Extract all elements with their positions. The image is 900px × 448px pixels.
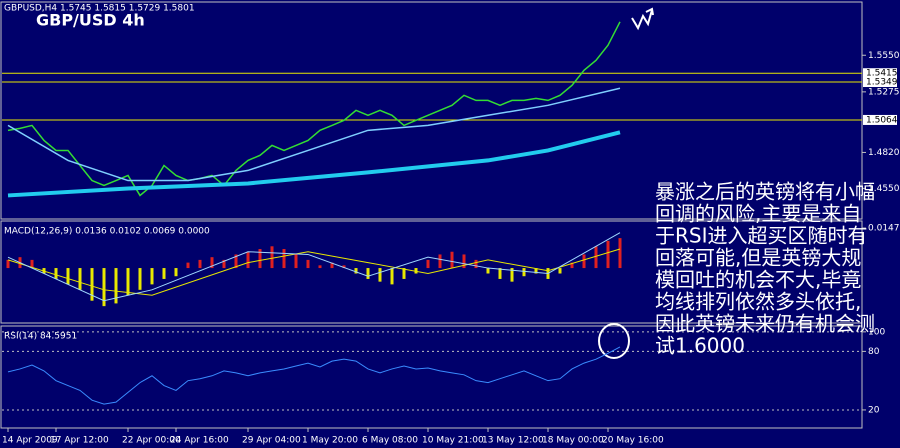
x-tick-label: 22 Apr 00:00 (122, 436, 181, 446)
histogram-bar (318, 265, 322, 269)
level-label: 1.5064 (866, 115, 898, 125)
x-tick-label: 10 May 21:00 (422, 436, 484, 446)
histogram-bar (138, 268, 142, 290)
histogram-bar (618, 238, 622, 269)
histogram-bar (438, 254, 442, 269)
histogram-bar (78, 268, 82, 290)
series-line (7, 21, 621, 197)
histogram-bar (126, 268, 130, 296)
chart-title: GBP/USD 4h (36, 11, 145, 30)
x-tick-label: 18 May 00:00 (542, 436, 604, 446)
histogram-bar (570, 262, 574, 269)
macd-panel (0, 220, 863, 324)
histogram-bar (66, 268, 70, 285)
annotation-line: 回调的风险,主要是来自 (655, 202, 861, 226)
annotation-line: 回落可能,但是英镑大规 (655, 246, 861, 270)
x-tick-label: 1 May 20:00 (302, 436, 358, 446)
histogram-bar (258, 249, 262, 269)
histogram-bar (162, 268, 166, 279)
series-line (7, 248, 621, 296)
histogram-bar (534, 268, 538, 274)
y-tick-label: 80 (868, 347, 880, 357)
histogram-bar (294, 254, 298, 269)
histogram-bar (54, 268, 58, 279)
y-tick-label: 1.4820 (868, 148, 900, 158)
rsi-panel (0, 325, 863, 429)
histogram-bar (198, 259, 202, 269)
annotation-line: 试1.6000 (655, 334, 745, 358)
histogram-bar (390, 268, 394, 285)
level-label-box (863, 114, 897, 125)
highlight-circle (598, 323, 630, 359)
x-tick-label: 6 May 08:00 (362, 436, 418, 446)
histogram-bar (582, 254, 586, 269)
symbol-header: GBPUSD,H4 1.5745 1.5815 1.5729 1.5801 (4, 4, 195, 14)
y-tick-label: 0.0147 (868, 224, 900, 234)
histogram-bar (102, 268, 106, 307)
histogram-bar (186, 262, 190, 269)
histogram-bar (414, 268, 418, 274)
annotation-line: 暴涨之后的英镑将有小幅 (655, 180, 875, 204)
histogram-bar (606, 240, 610, 269)
macd-title: MACD(12,26,9) 0.0136 0.0102 0.0069 0.000… (4, 227, 210, 237)
histogram-bar (474, 259, 478, 269)
histogram-bar (246, 251, 250, 269)
level-label-box (863, 77, 897, 88)
histogram-bar (342, 265, 346, 269)
y-tick-label: 100 (868, 327, 885, 337)
histogram-bar (270, 246, 274, 269)
y-tick-label: 1.4550 (868, 184, 900, 194)
histogram-bar (366, 268, 370, 279)
histogram-bar (30, 259, 34, 269)
x-tick-label: 29 Apr 04:00 (242, 436, 301, 446)
histogram-bar (450, 251, 454, 269)
histogram-bar (594, 246, 598, 269)
series-line (7, 232, 621, 302)
histogram-bar (282, 249, 286, 269)
histogram-bar (378, 268, 382, 282)
y-tick-label: 20 (868, 405, 880, 415)
histogram-bar (306, 259, 310, 269)
arrow (631, 7, 654, 31)
annotation-line: 于RSI进入超买区随时有 (655, 224, 868, 248)
x-tick-label: 13 May 12:00 (482, 436, 544, 446)
rsi-title: RSI(14) 84.5951 (4, 332, 77, 342)
histogram-bar (354, 268, 358, 274)
x-tick-label: 14 Apr 2009 (2, 436, 58, 446)
x-tick-label: 24 Apr 16:00 (170, 436, 229, 446)
annotation-line: 因此英镑未来仍有机会测 (655, 312, 875, 336)
histogram-bar (498, 268, 502, 279)
y-tick-label: 1.5275 (868, 87, 900, 97)
histogram-bar (558, 268, 562, 274)
level-label: 1.5349 (866, 78, 898, 88)
histogram-bar (426, 259, 430, 269)
x-tick-label: 20 May 16:00 (602, 436, 664, 446)
histogram-bar (234, 254, 238, 269)
histogram-bar (522, 268, 526, 277)
annotation-line: 均线排列依然多头依托, (655, 290, 861, 314)
histogram-bar (174, 268, 178, 277)
y-tick-label: 1.5550 (868, 51, 900, 61)
level-label: 1.5415 (866, 69, 898, 79)
level-label-box (863, 68, 897, 79)
histogram-bar (462, 254, 466, 269)
annotation-line: 模回吐的机会不大,毕竟 (655, 268, 861, 292)
histogram-bar (6, 259, 10, 269)
series-line (7, 87, 621, 182)
histogram-bar (486, 268, 490, 274)
histogram-bar (210, 257, 214, 269)
histogram-bar (90, 268, 94, 301)
series-line (7, 346, 621, 405)
price-panel (0, 1, 863, 220)
histogram-bar (510, 268, 514, 282)
histogram-bar (330, 262, 334, 269)
series-line (7, 130, 621, 198)
histogram-bar (150, 268, 154, 285)
histogram-bar (114, 268, 118, 304)
histogram-bar (402, 268, 406, 279)
x-tick-label: 17 Apr 12:00 (50, 436, 109, 446)
histogram-bar (222, 259, 226, 269)
